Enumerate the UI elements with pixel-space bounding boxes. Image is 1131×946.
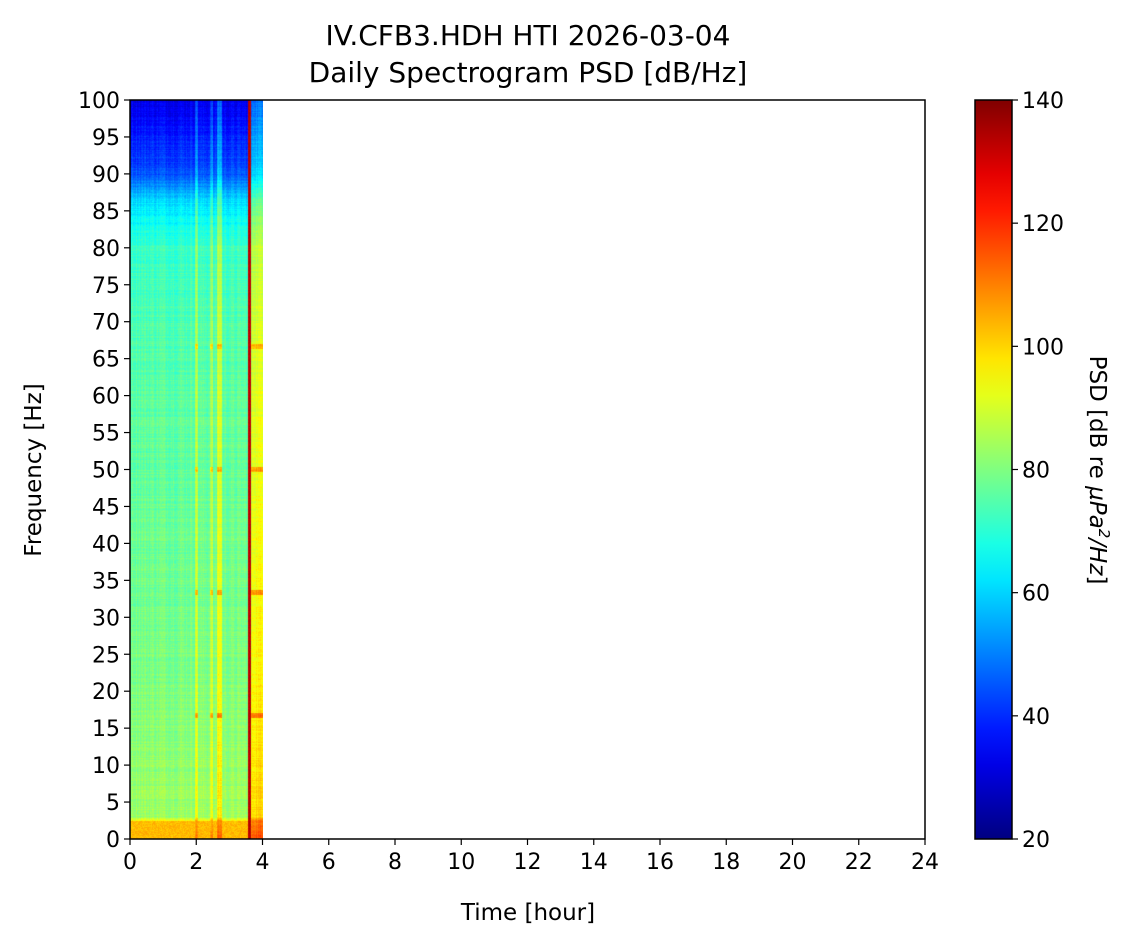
x-tick-label: 10 — [447, 850, 475, 875]
y-tick-label: 80 — [92, 237, 120, 262]
colorbar-tick-label: 40 — [1022, 705, 1050, 730]
y-tick-label: 20 — [92, 680, 120, 705]
colorbar-tick-label: 80 — [1022, 459, 1050, 484]
colorbar-tick-label: 20 — [1022, 828, 1050, 853]
x-tick-label: 8 — [388, 850, 402, 875]
y-tick-label: 70 — [92, 311, 120, 336]
colorbar — [974, 99, 1013, 840]
y-tick-label: 65 — [92, 348, 120, 373]
y-tick-label: 40 — [92, 532, 120, 557]
y-tick-label: 35 — [92, 569, 120, 594]
y-tick-label: 15 — [92, 717, 120, 742]
y-tick-label: 60 — [92, 385, 120, 410]
x-tick-label: 4 — [256, 850, 270, 875]
chart-subtitle: Daily Spectrogram PSD [dB/Hz] — [309, 56, 748, 89]
y-tick-label: 55 — [92, 422, 120, 447]
y-tick-label: 95 — [92, 126, 120, 151]
y-tick-label: 50 — [92, 459, 120, 484]
x-tick-label: 20 — [779, 850, 807, 875]
x-axis: 0 2 4 6 8 10 12 14 16 18 20 22 24 — [123, 839, 939, 875]
y-tick-label: 25 — [92, 643, 120, 668]
x-tick-label: 12 — [514, 850, 542, 875]
x-tick-label: 2 — [189, 850, 203, 875]
colorbar-tick-label: 120 — [1022, 212, 1064, 237]
x-tick-label: 14 — [580, 850, 608, 875]
x-tick-label: 0 — [123, 850, 137, 875]
colorbar-tick-label: 60 — [1022, 582, 1050, 607]
colorbar-label: PSD [dB re µPa2/Hz] — [1084, 356, 1113, 585]
y-tick-label: 0 — [106, 828, 120, 853]
x-tick-label: 18 — [712, 850, 740, 875]
chart-title: IV.CFB3.HDH HTI 2026-03-04 — [326, 19, 731, 52]
y-tick-label: 100 — [78, 89, 120, 114]
y-tick-label: 30 — [92, 606, 120, 631]
spectrogram-heatmap — [130, 100, 263, 839]
x-tick-label: 6 — [322, 850, 336, 875]
y-tick-label: 10 — [92, 754, 120, 779]
y-tick-label: 45 — [92, 495, 120, 520]
y-tick-label: 85 — [92, 200, 120, 225]
x-tick-label: 24 — [911, 850, 939, 875]
y-axis: 0 5 10 15 20 25 30 35 40 45 50 55 60 65 70 75 80 85 90 95 10… — [78, 89, 130, 853]
x-tick-label: 16 — [646, 850, 674, 875]
colorbar-tick-label: 100 — [1022, 335, 1064, 360]
y-axis-label: Frequency [Hz] — [21, 383, 47, 556]
x-axis-label: Time [hour] — [460, 900, 595, 926]
y-tick-label: 5 — [106, 791, 120, 816]
x-tick-label: 22 — [845, 850, 873, 875]
colorbar-axis: 20 40 60 80 100 120 140 — [1012, 89, 1064, 853]
colorbar-tick-label: 140 — [1022, 89, 1064, 114]
y-tick-label: 75 — [92, 274, 120, 299]
y-tick-label: 90 — [92, 163, 120, 188]
